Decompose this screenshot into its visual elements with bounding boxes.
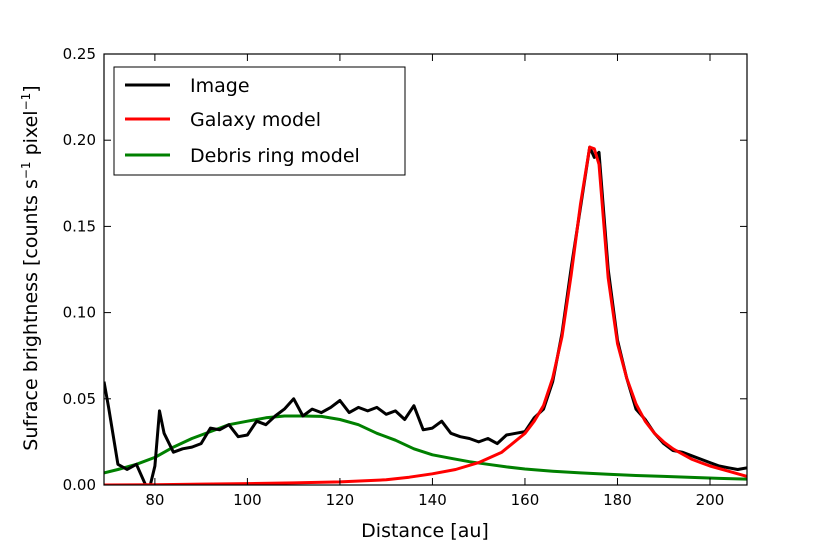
y-tick-label: 0.20 [63,131,96,149]
y-tick-label: 0.10 [63,304,96,322]
legend: Image Galaxy model Debris ring model [113,66,406,176]
x-axis-label: Distance [au] [361,520,489,542]
series-line-galaxy-model [104,145,747,485]
x-tick-label: 160 [511,491,540,509]
y-tick-label: 0.15 [63,217,96,235]
plot-frame [103,53,748,486]
x-tick-label: 200 [696,491,725,509]
series-layer [104,145,747,485]
series-line-debris-ring-model [104,414,747,481]
x-tick-label: 80 [145,491,164,509]
y-tick-label: 0.05 [63,390,96,408]
y-axis-label: Sufrace brightness [counts s−1 pixel−1] [19,85,42,450]
legend-label-image: Image [190,75,250,97]
legend-label-galaxy-model: Galaxy model [190,109,321,131]
legend-label-debris-ring-model: Debris ring model [190,145,360,167]
x-tick-label: 120 [326,491,355,509]
ticks-layer: 80 100 120 140 160 180 200 0.00 0.05 0.10 0.15 0.20… [63,45,747,509]
y-tick-label: 0.00 [63,476,96,494]
x-tick-label: 180 [603,491,632,509]
x-tick-label: 140 [418,491,447,509]
y-tick-label: 0.25 [63,45,96,63]
x-tick-label: 100 [233,491,262,509]
